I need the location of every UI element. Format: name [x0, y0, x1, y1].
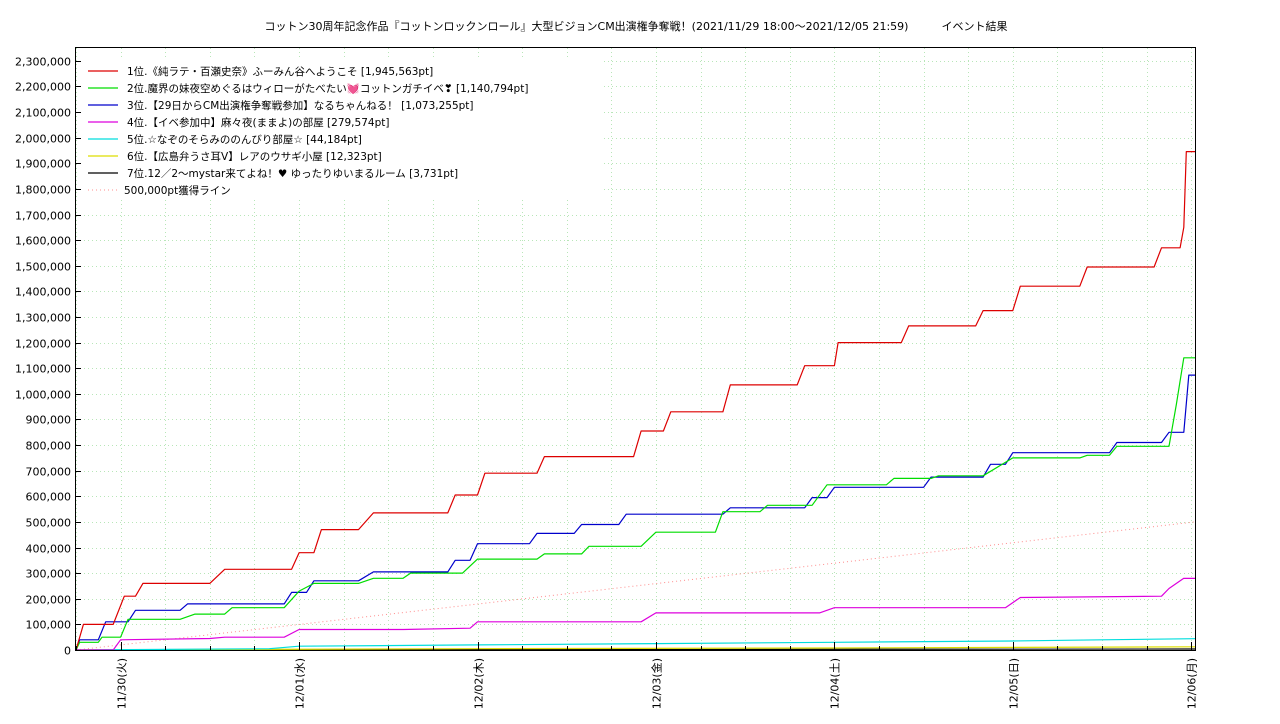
series-line-1: [75, 151, 1195, 651]
y-tick-label: 1,000,000: [15, 389, 71, 402]
y-tick-label: 0: [64, 645, 71, 658]
y-tick-label: 600,000: [26, 491, 72, 504]
y-tick-label: 1,400,000: [15, 286, 71, 299]
legend-label: 2位.魔界の妹夜空めぐるはウィローがたべたい💓コットンガチイベ❣ [1,140,…: [127, 82, 528, 95]
y-tick-label: 100,000: [26, 619, 72, 632]
y-tick-label: 400,000: [26, 543, 72, 556]
chart-title: コットン30周年記念作品『コットンロックンロール』大型ビジョンCM出演権争奪戦！…: [265, 19, 1008, 33]
y-tick-label: 700,000: [26, 466, 72, 479]
reference-line: [75, 521, 1196, 651]
y-tick-label: 1,700,000: [15, 210, 71, 223]
y-tick-label: 200,000: [26, 594, 72, 607]
legend-label: 6位.【広島弁うさ耳V】レアのウサギ小屋 [12,323pt]: [127, 150, 382, 163]
y-tick-label: 500,000: [26, 517, 72, 530]
legend-label: 4位.【イベ参加中】麻々夜(ままよ)の部屋 [279,574pt]: [127, 116, 389, 129]
y-tick-label: 1,200,000: [15, 338, 71, 351]
y-tick-label: 2,000,000: [15, 133, 71, 146]
reference-line-layer: [75, 521, 1196, 651]
series-layer: [75, 151, 1196, 651]
y-tick-label: 2,200,000: [15, 81, 71, 94]
legend: 1位.《純ラテ・百瀬史奈》ふーみん谷へようこそ [1,945,563pt] 2位.…: [82, 60, 602, 200]
series-line-4: [76, 577, 1196, 651]
legend-label: 5位.☆なぞのそらみののんびり部屋☆ [44,184pt]: [127, 133, 362, 146]
x-tick-label: 12/04(土): [829, 658, 842, 709]
y-tick-label: 1,100,000: [15, 363, 71, 376]
legend-background: [82, 60, 602, 200]
x-tick-label: 12/05(日): [1008, 658, 1021, 709]
x-tick-label: 12/03(金): [650, 658, 664, 709]
y-tick-label: 2,100,000: [15, 107, 71, 120]
legend-label-reference: 500,000pt獲得ライン: [124, 184, 231, 197]
y-tick-label: 1,600,000: [15, 235, 71, 248]
y-tick-label: 1,500,000: [15, 261, 71, 274]
y-tick-label: 1,900,000: [15, 158, 71, 171]
series-line-5: [75, 638, 1196, 651]
y-tick-label: 1,300,000: [15, 312, 71, 325]
legend-label: 3位.【29日からCM出演権争奪戦参加】なるちゃんねる！ [1,073,255p…: [127, 99, 474, 112]
x-tick-label: 12/01(水): [294, 658, 307, 709]
plot-frame: [75, 47, 1196, 651]
y-tick-label: 800,000: [26, 440, 72, 453]
x-tick-label: 12/02(木): [473, 658, 486, 709]
x-tick-label: 11/30(火): [116, 658, 129, 709]
series-line-3: [75, 374, 1195, 651]
legend-label: 7位.12／2〜mystar来てよね！♥ ゆったりゆいまるルーム [3,731p…: [127, 167, 458, 180]
axes: 0 100,000 200,000 300,000 400,000 500,000 600,…: [15, 56, 1198, 710]
series-line-2: [75, 357, 1195, 651]
legend-label: 1位.《純ラテ・百瀬史奈》ふーみん谷へようこそ [1,945,563pt]: [127, 65, 433, 78]
y-tick-label: 300,000: [26, 568, 72, 581]
x-tick-label: 12/06(月): [1186, 658, 1199, 709]
y-tick-label: 900,000: [26, 414, 72, 427]
y-tick-label: 1,800,000: [15, 184, 71, 197]
y-tick-label: 2,300,000: [15, 56, 71, 69]
